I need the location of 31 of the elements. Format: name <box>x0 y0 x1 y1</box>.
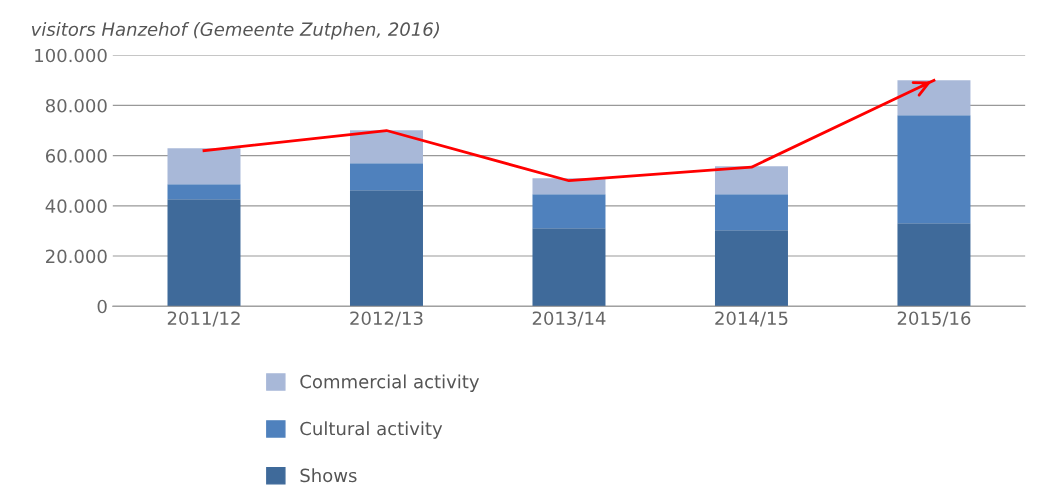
bar <box>897 80 971 116</box>
x-tick-label: 2012/13 <box>350 311 423 327</box>
y-tick-label: 20.000 <box>46 249 107 264</box>
bar <box>349 130 423 164</box>
bar <box>532 228 606 307</box>
line-series <box>202 78 936 183</box>
x-tick-label: 2011/12 <box>167 311 240 327</box>
chart-title: visitors Hanzehof (Gemeente Zutphen, 2016) <box>31 22 440 40</box>
bar <box>714 230 788 307</box>
bar <box>349 163 423 191</box>
bar <box>897 115 971 224</box>
bar <box>532 178 606 195</box>
y-tick-label: 80.000 <box>45 98 107 113</box>
y-tick-label: 0 <box>97 299 107 314</box>
y-tick-label: 40.000 <box>45 199 107 213</box>
y-tick-label: 100.000 <box>35 48 107 63</box>
x-tick-label: 2013/14 <box>532 311 606 327</box>
bar <box>349 190 423 307</box>
legend-label: Commercial activity <box>300 374 480 392</box>
bar <box>167 148 241 185</box>
bar <box>532 194 606 229</box>
x-tick-label: 2015/16 <box>897 311 971 327</box>
x-tick-label: 2014/15 <box>715 311 788 327</box>
bar <box>167 199 241 307</box>
y-tick-label: 60.000 <box>45 149 107 163</box>
bar <box>897 223 971 307</box>
legend-label: Cultural activity <box>300 421 443 439</box>
bar <box>714 166 788 195</box>
bar <box>714 194 788 231</box>
bar <box>167 184 241 200</box>
legend-label: Shows <box>300 468 357 483</box>
